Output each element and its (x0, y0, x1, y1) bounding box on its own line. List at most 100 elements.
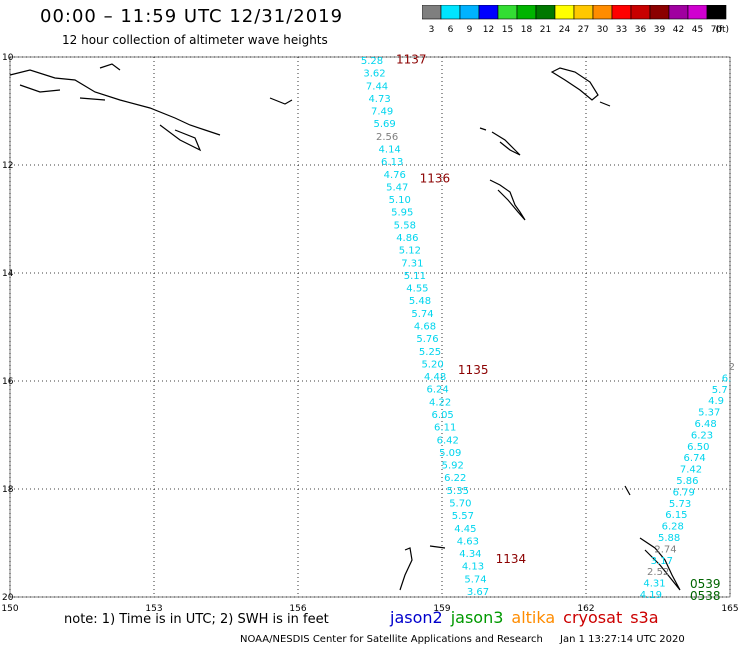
coastline-bougainville (550, 67, 611, 107)
legend-item-cryosat: cryosat (563, 608, 623, 627)
colorbar-tick: 27 (578, 25, 589, 35)
jason3-value: 4.34 (459, 549, 481, 560)
colorbar-tick: 39 (654, 25, 666, 35)
map-subtitle: 12 hour collection of altimeter wave hei… (62, 33, 328, 47)
jason3-value: 5.70 (449, 499, 471, 510)
note-text: note: 1) Time is in UTC; 2) SWH is in fe… (64, 612, 329, 627)
colorbar-tick: 18 (521, 25, 533, 35)
cryosat-value: 4.9 (708, 396, 724, 407)
colorbar-tick: 21 (540, 25, 551, 35)
jason3-value: 5.74 (464, 574, 486, 585)
jason3-value: 4.14 (379, 145, 401, 156)
jason3-value: 6.42 (437, 435, 459, 446)
jason3-value: 6.13 (381, 157, 403, 168)
jason3-track: 5.28 3.627.44 4.73 7.495.69 2.56 4.146.13 4.76… (361, 53, 526, 598)
jason3-value: 5.12 (399, 246, 421, 257)
jason3-value: 7.44 (366, 81, 388, 92)
colorbar-tick: 33 (616, 25, 627, 35)
cryosat-value: 2.74 (654, 544, 676, 555)
jason3-value: 5.47 (386, 182, 408, 193)
lat-tick-label: 12 (2, 161, 13, 171)
lon-tick-label: 153 (145, 604, 162, 614)
jason3-value: 4.73 (368, 94, 390, 105)
colorbar-tick: 9 (467, 25, 473, 35)
cryosat-value: 6.79 (673, 487, 695, 498)
wave-height-colorbar: 3 6 9 12 15 18 21 24 27 30 33 36 39 42 45 70(ft) (422, 5, 729, 35)
lat-tick-label: 16 (2, 377, 14, 387)
jason3-value: 2.56 (376, 132, 398, 143)
jason3-value: 4.63 (457, 536, 479, 547)
coastline-santa-isabel (489, 179, 526, 221)
jason3-value: 5.09 (439, 448, 461, 459)
cryosat-value: 5.88 (658, 533, 680, 544)
jason3-value: 4.22 (429, 397, 451, 408)
colorbar-tick: 6 (448, 25, 454, 35)
jason3-value: 7.49 (371, 107, 393, 118)
jason3-value: 5.10 (389, 195, 411, 206)
lat-lon-grid (9, 56, 731, 598)
coastlines (9, 63, 681, 591)
legend-item-s3a: s3a (630, 608, 659, 627)
jason3-value: 5.11 (404, 271, 426, 282)
jason3-value: 4.68 (414, 322, 436, 333)
legend-item-altika: altika (511, 608, 556, 627)
lon-tick-label: 159 (433, 604, 450, 614)
jason3-value: 4.55 (406, 284, 428, 295)
jason3-value: 4.13 (462, 562, 484, 573)
jason3-value: 3.67 (467, 587, 489, 598)
cryosat-value: 6.15 (665, 510, 687, 521)
lat-tick-label: 10 (2, 53, 14, 63)
cryosat-value: 6.74 (684, 453, 706, 464)
jason3-pass-label: 1136 (420, 172, 451, 186)
jason3-value: 6.22 (444, 473, 466, 484)
jason3-pass-label: 1137 (396, 53, 427, 67)
footer-center: NOAA/NESDIS Center for Satellite Applica… (240, 634, 543, 645)
colorbar-tick: 70 (711, 25, 723, 35)
cryosat-value: 5.7 (712, 385, 728, 396)
cryosat-value: 6.48 (694, 419, 716, 430)
jason3-value: 5.58 (394, 220, 416, 231)
lon-tick-label: 156 (289, 604, 306, 614)
cryosat-value: 4.19 (640, 590, 662, 601)
coastline-guadalcanal (399, 485, 681, 591)
jason3-pass-label: 1135 (458, 363, 489, 377)
coastline-new-britain (9, 69, 221, 152)
colorbar-tick: 12 (483, 25, 494, 35)
jason3-value: 6.05 (432, 410, 454, 421)
colorbar-tick: 30 (597, 25, 609, 35)
axis-tick-labels: 150 153 156 159 162 165 10 12 14 16 18 20 (1, 53, 738, 614)
colorbar-unit: (ft) (715, 25, 729, 35)
cryosat-value: 5.73 (669, 499, 691, 510)
jason3-value: 5.95 (391, 208, 413, 219)
satellite-legend: jason2 jason3 altika cryosat s3a (390, 608, 667, 627)
lat-tick-label: 20 (2, 593, 14, 603)
cryosat-value: 5.37 (698, 408, 720, 419)
jason3-value: 5.92 (442, 461, 464, 472)
cryosat-value: 3.17 (651, 556, 673, 567)
cryosat-value: 6.50 (687, 442, 709, 453)
jason3-value: 6.24 (426, 385, 448, 396)
map-frame (9, 56, 731, 598)
jason3-value: 4.76 (384, 170, 406, 181)
jason3-value: 5.69 (373, 119, 395, 130)
colorbar-tick: 36 (635, 25, 647, 35)
cryosat-value: 2.52 (647, 567, 669, 578)
jason3-value: 6.11 (434, 423, 456, 434)
lon-tick-label: 150 (1, 604, 18, 614)
coastline-choiseul (479, 127, 521, 156)
jason3-value: 5.76 (416, 334, 438, 345)
jason3-value: 5.57 (452, 511, 474, 522)
colorbar-tick: 15 (502, 25, 513, 35)
jason3-value: 5.35 (447, 486, 469, 497)
jason3-value: 5.28 (361, 56, 383, 67)
legend-item-jason2: jason2 (390, 608, 443, 627)
cryosat-value: 6.23 (691, 430, 713, 441)
cryosat-value: 5.86 (676, 476, 698, 487)
jason3-value: 5.48 (409, 296, 431, 307)
jason3-value: 4.86 (396, 233, 418, 244)
jason3-pass-label: 1134 (496, 552, 527, 566)
cryosat-pass-label: 0538 (690, 589, 721, 603)
coastline-island-group-1 (99, 63, 293, 105)
cryosat-value: 2 (729, 362, 735, 373)
jason3-value: 5.74 (411, 309, 433, 320)
